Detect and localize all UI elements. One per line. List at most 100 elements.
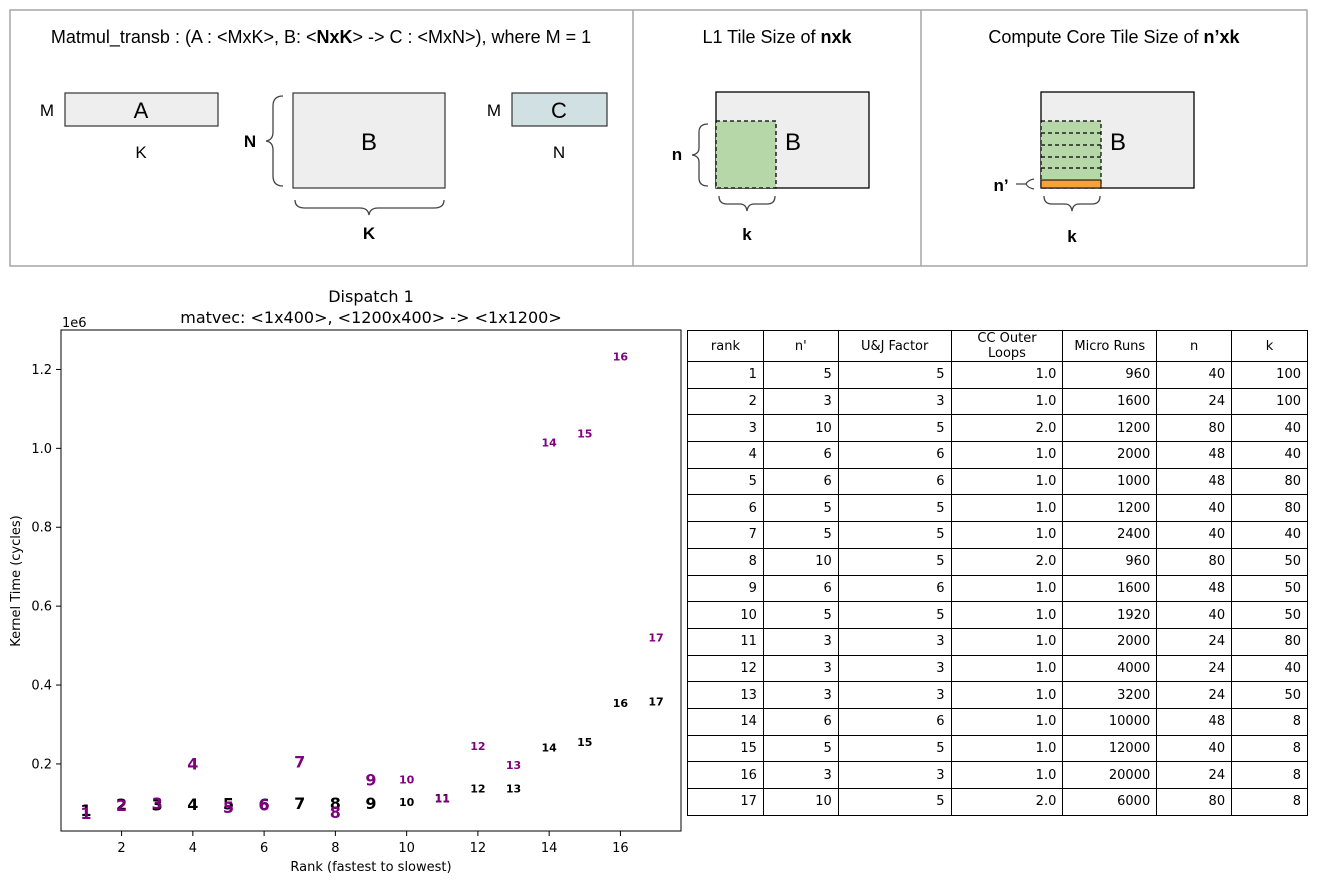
table-cell: 1200 bbox=[1062, 494, 1158, 523]
y-axis-label: Kernel Time (cycles) bbox=[9, 515, 24, 646]
purple-point: 6 bbox=[259, 796, 270, 815]
title-part: NxK bbox=[317, 27, 353, 47]
table-row: 13 3 3 1.0 3200 24 50 bbox=[687, 681, 1308, 709]
table-cell: 2000 bbox=[1062, 627, 1158, 656]
matrix-a-cols-label: K bbox=[135, 143, 147, 162]
table-cell: 20000 bbox=[1062, 761, 1158, 789]
table-cell: 11 bbox=[687, 627, 764, 656]
table-row: 9 6 6 1.0 1600 48 50 bbox=[687, 574, 1308, 603]
table-cell: 1.0 bbox=[950, 654, 1064, 683]
y-tick-label: 0.8 bbox=[31, 521, 52, 536]
table-row: 12 3 3 1.0 4000 24 40 bbox=[687, 654, 1308, 683]
table-cell: 5 bbox=[762, 734, 839, 763]
table-cell: 960 bbox=[1062, 361, 1158, 389]
table-cell: 5 bbox=[762, 601, 839, 629]
matrix-a-rows-label: M bbox=[40, 101, 54, 120]
table-cell: 2000 bbox=[1062, 441, 1158, 469]
table-cell: 6 bbox=[837, 441, 952, 469]
table-cell: 3 bbox=[837, 627, 952, 656]
table-cell: 14 bbox=[687, 707, 764, 736]
black-point: 10 bbox=[399, 796, 415, 809]
table-row: 7 5 5 1.0 2400 40 40 bbox=[687, 521, 1308, 549]
y-offset-label: 1e6 bbox=[62, 316, 87, 331]
table-cell: 1.0 bbox=[950, 627, 1064, 656]
y-tick-label: 0.4 bbox=[31, 679, 52, 694]
purple-point: 16 bbox=[613, 350, 629, 363]
black-point: 16 bbox=[613, 697, 629, 710]
table-cell: 40 bbox=[1231, 654, 1308, 683]
cc-k-label: k bbox=[1067, 227, 1077, 246]
table-cell: 48 bbox=[1156, 441, 1233, 469]
cc-n-label: n’ bbox=[993, 176, 1008, 195]
table-cell: 3 bbox=[762, 681, 839, 709]
title-part: > -> C : <MxN>), where M = 1 bbox=[353, 27, 592, 47]
table-row: 6 5 5 1.0 1200 40 80 bbox=[687, 494, 1308, 523]
table-cell: 7 bbox=[687, 521, 764, 549]
table-cell: 17 bbox=[687, 788, 764, 816]
table-cell: 80 bbox=[1231, 494, 1308, 523]
table-cell: 100 bbox=[1231, 361, 1308, 389]
purple-point: 11 bbox=[435, 793, 450, 806]
cc-tile-rows bbox=[1040, 120, 1102, 189]
table-cell: 50 bbox=[1231, 574, 1308, 603]
table-cell: 5 bbox=[837, 361, 952, 389]
table-cell: 40 bbox=[1231, 414, 1308, 443]
table-cell: 1.0 bbox=[950, 601, 1064, 629]
y-tick-label: 1.0 bbox=[31, 442, 52, 457]
table-header-cell: k bbox=[1231, 330, 1308, 362]
black-point: 12 bbox=[470, 782, 485, 795]
table-cell: 4000 bbox=[1062, 654, 1158, 683]
black-point: 4 bbox=[187, 795, 198, 814]
black-point: 11 bbox=[435, 792, 450, 805]
purple-point: 7 bbox=[294, 752, 305, 771]
table-cell: 1600 bbox=[1062, 574, 1158, 603]
table-cell: 8 bbox=[1231, 734, 1308, 763]
table-header-cell: n' bbox=[762, 330, 839, 362]
cc-k-brace bbox=[1043, 195, 1101, 212]
table-cell: 16 bbox=[687, 761, 764, 789]
table-cell: 3 bbox=[837, 654, 952, 683]
table-cell: 5 bbox=[762, 361, 839, 389]
title-part: nxk bbox=[821, 27, 853, 47]
x-axis-label: Rank (fastest to slowest) bbox=[290, 860, 451, 875]
black-point: 8 bbox=[330, 794, 341, 813]
table-header-row: rank n' U&J Factor CC Outer Loops Micro Runs… bbox=[687, 330, 1308, 362]
table-cell: 3 bbox=[837, 387, 952, 416]
table-cell: 8 bbox=[687, 547, 764, 576]
cc-n-brace bbox=[1016, 178, 1035, 190]
table-row: 17 10 5 2.0 6000 80 8 bbox=[687, 788, 1308, 816]
table-cell: 2.0 bbox=[950, 547, 1064, 576]
table-cell: 6 bbox=[762, 441, 839, 469]
purple-point: 17 bbox=[648, 632, 663, 645]
table-header-cell: U&J Factor bbox=[837, 330, 952, 362]
purple-point: 9 bbox=[365, 770, 376, 789]
table-cell: 3 bbox=[837, 681, 952, 709]
table-cell: 48 bbox=[1156, 707, 1233, 736]
matrix-b bbox=[292, 92, 446, 189]
table-cell: 1.0 bbox=[950, 574, 1064, 603]
l1-n-label: n bbox=[672, 145, 682, 164]
table-cell: 8 bbox=[1231, 788, 1308, 816]
purple-point: 4 bbox=[187, 755, 198, 774]
y-tick-label: 0.2 bbox=[31, 757, 52, 772]
table-cell: 50 bbox=[1231, 681, 1308, 709]
title-part: Matmul_transb : (A : <MxK>, B: < bbox=[51, 27, 317, 48]
diagram-panels: Matmul_transb : (A : <MxK>, B: <NxK> -> … bbox=[9, 9, 1308, 267]
table-cell: 40 bbox=[1231, 441, 1308, 469]
cc-tile bbox=[1040, 179, 1102, 189]
l1-k-brace bbox=[718, 195, 776, 212]
n-brace bbox=[265, 95, 284, 187]
table-cell: 12 bbox=[687, 654, 764, 683]
table-cell: 1.0 bbox=[950, 494, 1064, 523]
chart-subtitle: matvec: <1x400>, <1200x400> -> <1x1200> bbox=[180, 308, 562, 327]
title-part: Compute Core Tile Size of bbox=[988, 27, 1203, 47]
table-cell: 48 bbox=[1156, 467, 1233, 496]
config-table: rank n' U&J Factor CC Outer Loops Micro Runs… bbox=[687, 330, 1308, 816]
table-cell: 3 bbox=[687, 414, 764, 443]
purple-point: 1 bbox=[80, 804, 91, 823]
purple-point: 14 bbox=[542, 436, 558, 449]
l1-tile-panel: L1 Tile Size of nxk B n k bbox=[672, 27, 870, 244]
x-tick-label: 8 bbox=[331, 841, 339, 856]
table-cell: 2400 bbox=[1062, 521, 1158, 549]
table-cell: 15 bbox=[687, 734, 764, 763]
